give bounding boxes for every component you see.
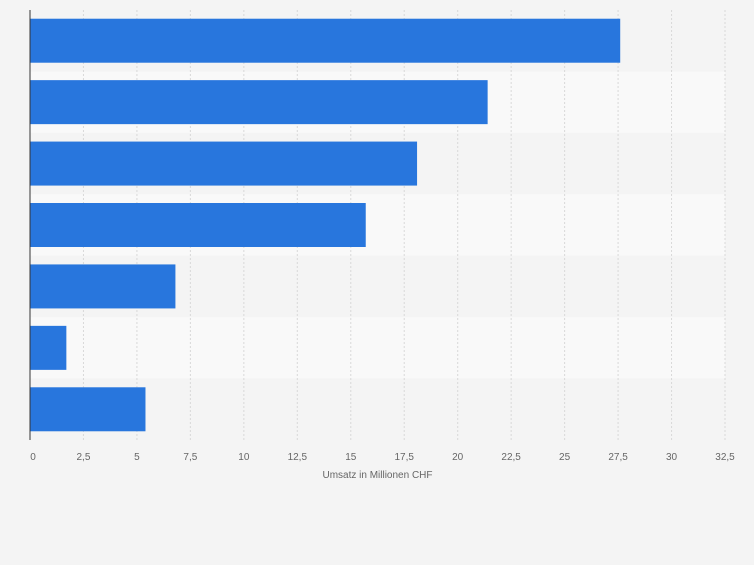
x-tick-label: 15 (345, 452, 357, 463)
x-tick-label: 2,5 (77, 452, 91, 463)
row-band (30, 317, 725, 379)
x-tick-label: 22,5 (501, 452, 521, 463)
x-tick-label: 12,5 (288, 452, 308, 463)
x-tick-label: 20 (452, 452, 464, 463)
x-axis-label: Umsatz in Millionen CHF (322, 470, 432, 481)
x-tick-label: 27,5 (608, 452, 628, 463)
bar[interactable] (30, 264, 176, 309)
row-band (30, 378, 725, 440)
x-tick-label: 5 (134, 452, 140, 463)
x-tick-label: 25 (559, 452, 571, 463)
bar[interactable] (30, 203, 366, 247)
x-tick-label: 17,5 (394, 452, 414, 463)
x-tick-labels: 0 2,5 5 7,5 10 12,5 15 17,5 20 22,5 25 27,5 30 32,5 (30, 452, 735, 463)
bar[interactable] (30, 325, 67, 370)
bar[interactable] (30, 387, 146, 432)
bar[interactable] (30, 18, 621, 63)
bar[interactable] (30, 141, 418, 186)
x-tick-label: 30 (666, 452, 678, 463)
bar[interactable] (30, 80, 488, 125)
x-tick-label: 0 (30, 452, 36, 463)
x-tick-label: 10 (238, 452, 250, 463)
bars (30, 18, 621, 432)
x-tick-label: 7,5 (183, 452, 197, 463)
x-tick-label: 32,5 (715, 452, 735, 463)
